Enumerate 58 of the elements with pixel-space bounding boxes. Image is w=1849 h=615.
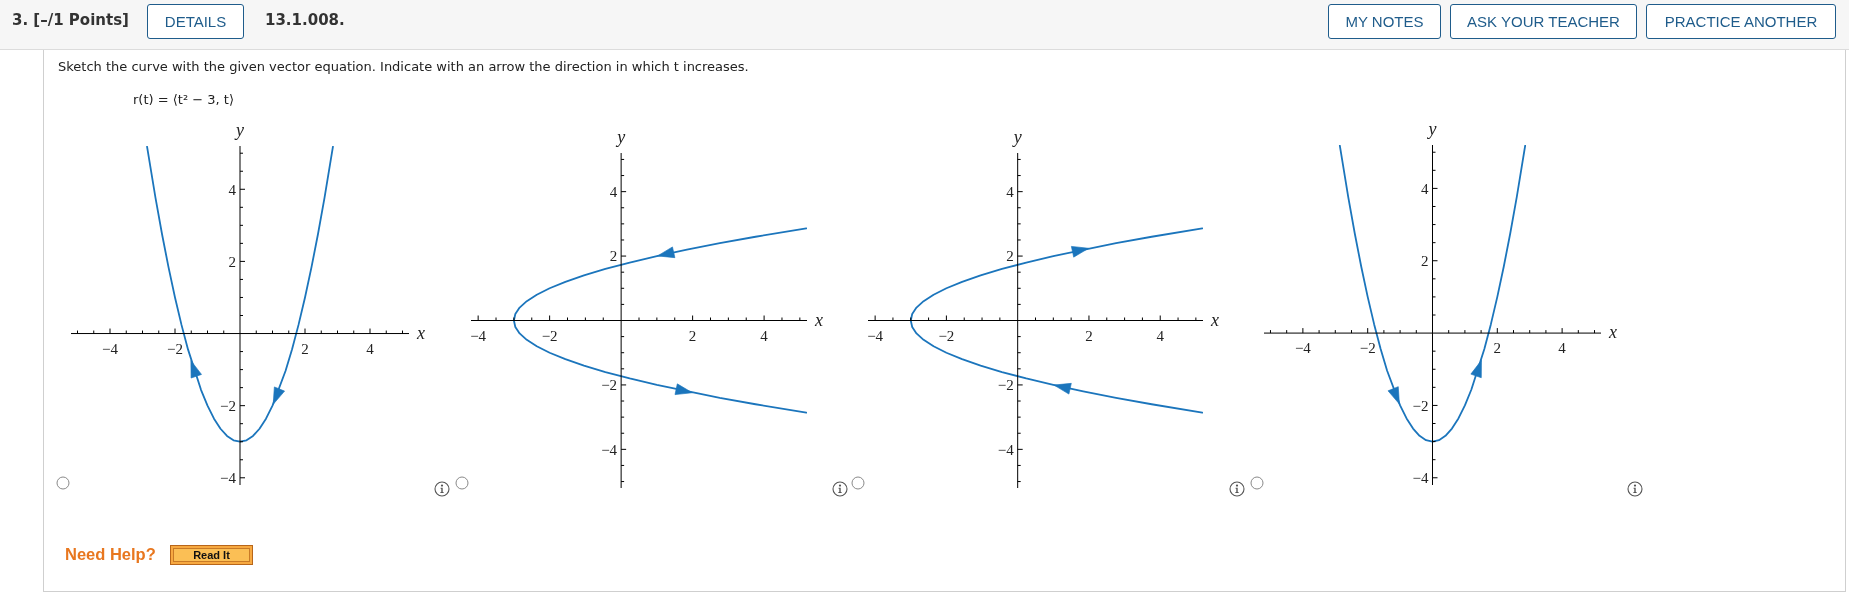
y-tick-label: −2 bbox=[997, 377, 1014, 394]
button[interactable]: Read It bbox=[170, 545, 253, 565]
line-series bbox=[1338, 145, 1527, 443]
y-tick-label: 2 bbox=[228, 253, 236, 270]
x-tick-label: 4 bbox=[366, 340, 375, 357]
x-tick-label: 4 bbox=[760, 327, 769, 344]
radio-button[interactable] bbox=[851, 476, 865, 490]
y-tick-label: 2 bbox=[609, 248, 618, 265]
chart-title: Sketch the curve with the given vector equation. Indicate with an arrow the direction in which t increases. bbox=[58, 59, 749, 74]
button[interactable]: PRACTICE ANOTHER bbox=[1646, 4, 1836, 39]
button[interactable]: ASK YOUR TEACHER bbox=[1450, 4, 1637, 39]
text: Need Help? bbox=[65, 545, 156, 564]
y-axis-title: y bbox=[1426, 119, 1437, 139]
x-tick-label: −4 bbox=[102, 340, 119, 357]
x-tick-label: −2 bbox=[1359, 340, 1376, 357]
y-axis-title: y bbox=[1011, 127, 1022, 147]
x-tick-label: −2 bbox=[167, 340, 183, 357]
button[interactable]: MY NOTES bbox=[1328, 4, 1441, 39]
y-tick-label: −2 bbox=[1412, 397, 1429, 414]
x-axis-title: x bbox=[1210, 309, 1219, 330]
x-tick-label: −2 bbox=[938, 327, 955, 344]
x-axis-title: x bbox=[1608, 322, 1617, 343]
y-tick-label: −4 bbox=[997, 441, 1015, 458]
x-tick-label: −4 bbox=[1294, 340, 1312, 357]
button[interactable]: DETAILS bbox=[147, 4, 244, 39]
x-axis-title: x bbox=[814, 309, 823, 330]
x-tick-label: 2 bbox=[1493, 340, 1502, 357]
y-tick-label: 4 bbox=[609, 183, 618, 200]
x-tick-label: 4 bbox=[1156, 327, 1165, 344]
chart-subtitle: r(t) = ⟨t² − 3, t⟩ bbox=[133, 92, 234, 107]
x-tick-label: −4 bbox=[867, 327, 884, 344]
y-tick-label: 4 bbox=[228, 181, 237, 198]
y-tick-label: 2 bbox=[1006, 248, 1014, 265]
radio-button[interactable] bbox=[1250, 476, 1264, 490]
line-series bbox=[512, 227, 807, 414]
x-tick-label: 2 bbox=[1085, 327, 1093, 344]
line-series bbox=[909, 227, 1203, 414]
x-tick-label: 2 bbox=[301, 340, 309, 357]
x-tick-label: 4 bbox=[1558, 340, 1567, 357]
x-tick-label: −2 bbox=[541, 327, 558, 344]
y-tick-label: 4 bbox=[1006, 183, 1015, 200]
line-series bbox=[146, 146, 334, 443]
y-tick-label: −2 bbox=[220, 397, 236, 414]
y-axis-title: y bbox=[615, 127, 626, 147]
y-tick-label: −4 bbox=[220, 470, 237, 487]
y-tick-label: 4 bbox=[1421, 180, 1429, 197]
y-tick-label: −4 bbox=[1412, 470, 1429, 487]
y-tick-label: −4 bbox=[601, 441, 618, 458]
radio-button[interactable] bbox=[455, 476, 469, 490]
y-axis-title: y bbox=[234, 120, 244, 140]
text: 13.1.008. bbox=[265, 11, 345, 29]
text: 3. [–/1 Points] bbox=[12, 11, 129, 29]
x-tick-label: 2 bbox=[688, 327, 697, 344]
y-tick-label: 2 bbox=[1421, 252, 1429, 269]
radio-button[interactable] bbox=[56, 476, 70, 490]
x-axis-title: x bbox=[416, 322, 425, 343]
y-tick-label: −2 bbox=[601, 377, 618, 394]
x-tick-label: −4 bbox=[470, 327, 487, 344]
